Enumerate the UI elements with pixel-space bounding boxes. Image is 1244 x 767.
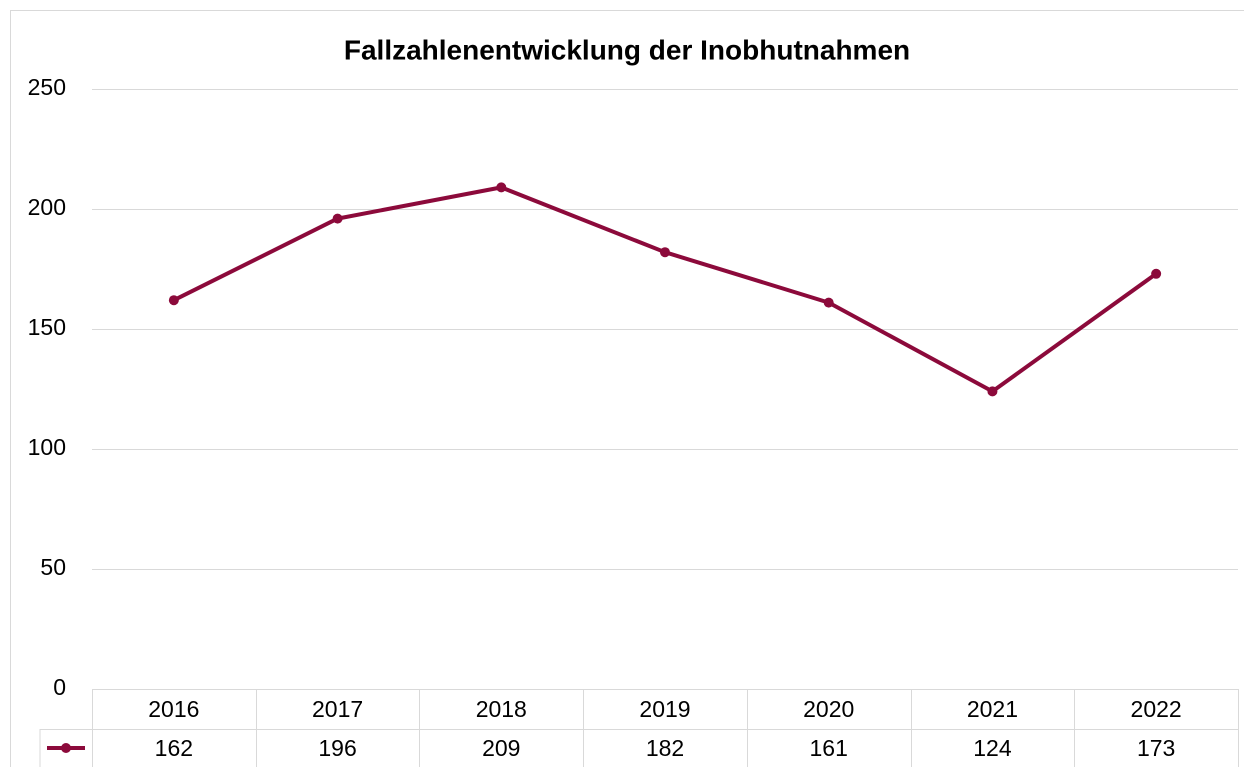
y-tick-label: 50 bbox=[40, 554, 66, 580]
data-point bbox=[660, 247, 670, 258]
x-tick-label: 2018 bbox=[476, 696, 527, 722]
x-tick-label: 2017 bbox=[312, 696, 363, 722]
y-tick-label: 200 bbox=[28, 194, 66, 220]
x-tick-label: 2020 bbox=[803, 696, 854, 722]
legend-key-marker bbox=[61, 743, 71, 753]
x-tick-label: 2016 bbox=[148, 696, 199, 722]
chart-title: Fallzahlenentwicklung der Inobhutnahmen bbox=[344, 34, 910, 65]
table-value: 209 bbox=[482, 735, 520, 761]
y-tick-label: 0 bbox=[53, 674, 66, 700]
x-tick-label: 2021 bbox=[967, 696, 1018, 722]
x-tick-label: 2019 bbox=[639, 696, 690, 722]
data-point bbox=[987, 386, 998, 397]
chart-frame bbox=[10, 10, 1244, 767]
data-point bbox=[168, 295, 179, 306]
table-value: 124 bbox=[973, 735, 1012, 761]
data-point bbox=[1151, 268, 1162, 279]
y-tick-label: 100 bbox=[28, 434, 66, 460]
table-value: 161 bbox=[810, 735, 848, 761]
table-value: 182 bbox=[646, 735, 684, 761]
data-point bbox=[823, 297, 834, 308]
data-point bbox=[332, 213, 343, 224]
table-value: 162 bbox=[155, 735, 193, 761]
table-value: 196 bbox=[318, 735, 356, 761]
x-tick-label: 2022 bbox=[1131, 696, 1182, 722]
data-line bbox=[172, 185, 1158, 394]
y-tick-label: 150 bbox=[28, 314, 66, 340]
data-point bbox=[496, 182, 507, 193]
y-tick-label: 250 bbox=[28, 74, 66, 100]
table-value: 173 bbox=[1137, 735, 1175, 761]
